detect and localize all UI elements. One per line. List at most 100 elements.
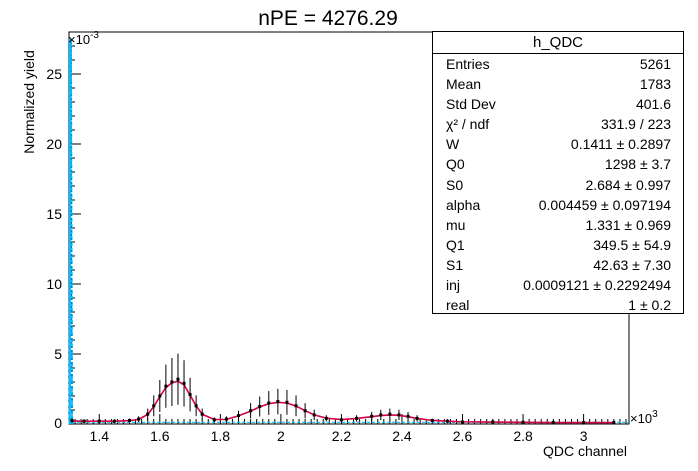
stats-row: Mean 1783 [433,74,683,94]
stats-param-value: 1298 ± 3.7 [604,156,671,173]
stats-param-name: Std Dev [446,96,496,113]
x-multiplier: ×103 [630,409,658,426]
y-origin-label: 0 [54,415,62,431]
stats-param-value: 0.1411 ± 0.2897 [570,136,671,153]
data-point [258,405,262,408]
data-point [370,414,374,418]
stats-param-value: 401.6 [635,96,671,113]
stats-row: Std Dev 401.6 [433,94,683,114]
data-point [551,421,555,425]
stats-param-value: 0.0009121 ± 0.2292494 [523,277,671,294]
data-point [237,414,241,418]
y-tick-label: 5 [54,346,62,362]
series-layer [68,38,629,425]
data-point [445,419,449,423]
data-point [294,404,298,408]
data-point [415,416,419,420]
stats-rows: Entries 5261 Mean 1783 Std Dev 401.6 χ² / ndf 3… [433,54,683,315]
data-point [146,412,150,416]
data-point [379,413,383,417]
x-tick-label: 2.4 [392,428,412,444]
data-point [355,416,359,420]
data-point [324,416,328,420]
stats-row: Q1 349.5 ± 54.9 [433,235,683,255]
stats-param-name: S1 [446,256,464,273]
data-point [612,421,616,425]
data-point [200,412,204,416]
data-point [430,419,434,422]
y-axis-label: Normalized yield [21,50,37,153]
x-tick-label: 3 [580,428,588,444]
data-point [82,419,86,423]
stats-row: real 1 ± 0.2 [433,295,683,315]
data-point [137,417,141,421]
stats-param-name: χ² / ndf [446,116,490,133]
stats-param-name: alpha [446,196,481,213]
x-tick-label: 1.4 [90,428,110,444]
data-point [521,420,525,424]
stats-param-value: 1783 [639,76,671,93]
data-point [285,400,289,404]
data-point [152,404,156,408]
data-point [312,413,316,417]
stats-row: mu 1.331 ± 0.969 [433,215,683,235]
stats-row: Q0 1298 ± 3.7 [433,154,683,174]
y-tick-label: 10 [46,276,62,292]
x-tick-label: 1.8 [211,428,231,444]
stats-box: h_QDC Entries 5261 Mean 1783 Std Dev 401.6 χ² … [432,31,684,314]
data-point [188,393,192,397]
data-point [267,401,271,405]
y-multiplier: ×10-3 [68,30,99,47]
data-point [97,419,101,423]
data-point [249,409,253,413]
x-axis-label: QDC channel [543,443,627,459]
data-point [164,384,168,388]
data-point [170,380,174,384]
stats-row: S1 42.63 ± 7.30 [433,255,683,275]
stats-param-value: 42.63 ± 7.30 [593,256,671,273]
stats-param-name: Entries [446,56,490,72]
data-point [158,394,162,398]
data-point [388,412,392,416]
data-point [182,381,186,385]
stats-param-name: real [446,297,470,314]
chart-title: nPE = 4276.29 [258,7,398,30]
data-point [194,404,198,408]
stats-param-name: Mean [446,76,482,93]
data-point [461,420,465,424]
stats-param-value: 349.5 ± 54.9 [593,236,671,253]
stats-row: Entries 5261 [433,54,683,74]
stats-param-value: 331.9 / 223 [600,116,671,133]
x-tick-label: 1.6 [150,428,170,444]
stats-row: inj 0.0009121 ± 0.2292494 [433,275,683,295]
stats-row: χ² / ndf 331.9 / 223 [433,114,683,134]
stats-param-name: S0 [446,176,464,193]
stats-row: alpha 0.004459 ± 0.097194 [433,195,683,215]
stats-param-value: 0.004459 ± 0.097194 [538,196,671,213]
stats-title: h_QDC [433,32,683,54]
data-point [397,413,401,417]
data-point [128,419,132,422]
stats-param-name: inj [446,277,461,294]
data-point [212,418,216,422]
x-tick-label: 2.6 [453,428,473,444]
data-point [112,419,116,423]
y-tick-label: 20 [46,136,62,152]
data-point [582,421,586,425]
data-point [491,420,495,424]
stats-param-name: Q0 [446,156,465,173]
y-axis: 5 10 15 20 25 [46,31,81,425]
y-tick-label: 15 [46,206,62,222]
data-point [224,417,228,421]
stats-param-name: mu [446,216,466,233]
stats-param-value: 5261 [639,56,671,72]
x-tick-label: 2 [277,428,285,444]
data-point [303,409,307,413]
stats-param-name: W [446,136,460,153]
x-tick-label: 2.2 [332,428,352,444]
stats-param-value: 1.331 ± 0.969 [585,216,671,233]
data-point [176,377,180,381]
data-point [276,400,280,404]
data-point [339,418,343,422]
